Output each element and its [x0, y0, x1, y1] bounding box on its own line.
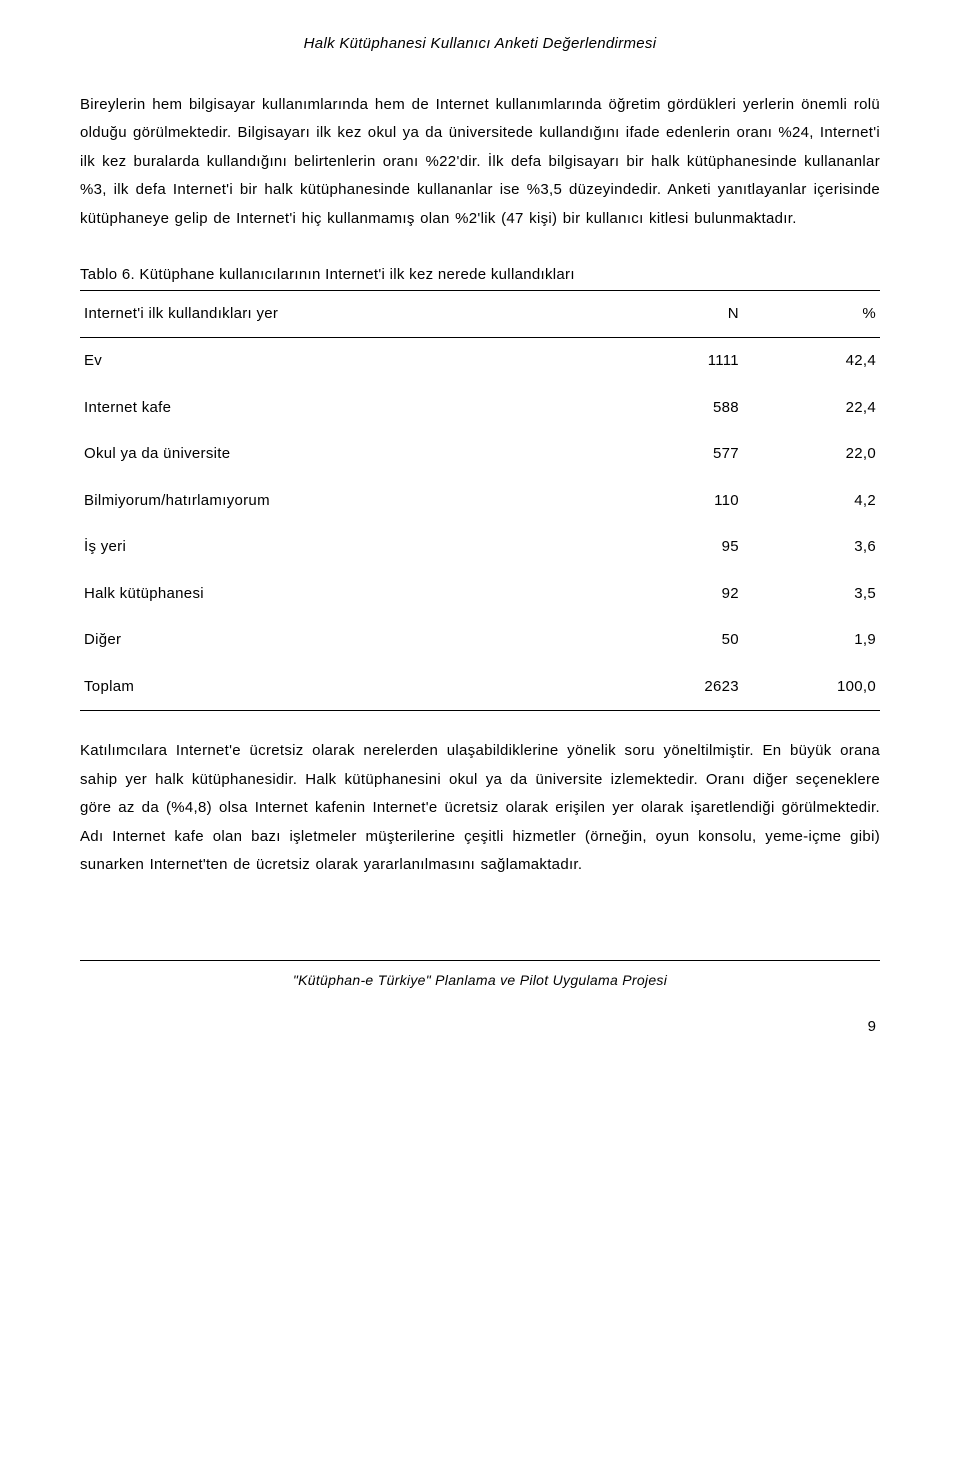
- footer-text: "Kütüphan-e Türkiye" Planlama ve Pilot U…: [80, 960, 880, 994]
- table-cell-label: Okul ya da üniversite: [80, 431, 609, 478]
- table-cell-n: 588: [609, 385, 757, 432]
- table-cell-n: 50: [609, 617, 757, 664]
- table-cell-pct: 3,6: [757, 524, 880, 571]
- table-row: Halk kütüphanesi 92 3,5: [80, 571, 880, 618]
- data-table: Internet'i ilk kullandıkları yer N % Ev …: [80, 290, 880, 712]
- table-row: Toplam 2623 100,0: [80, 664, 880, 711]
- table-cell-n: 110: [609, 478, 757, 525]
- body-paragraph-1: Bireylerin hem bilgisayar kullanımlarınd…: [80, 91, 880, 234]
- page-number: 9: [80, 1013, 880, 1042]
- table-cell-pct: 100,0: [757, 664, 880, 711]
- table-cell-label: Internet kafe: [80, 385, 609, 432]
- table-row: Diğer 50 1,9: [80, 617, 880, 664]
- table-cell-pct: 22,0: [757, 431, 880, 478]
- table-cell-n: 1111: [609, 338, 757, 385]
- table-cell-pct: 3,5: [757, 571, 880, 618]
- table-row: Ev 1111 42,4: [80, 338, 880, 385]
- table-cell-n: 95: [609, 524, 757, 571]
- table-cell-label: Toplam: [80, 664, 609, 711]
- table-row: İş yeri 95 3,6: [80, 524, 880, 571]
- table-header-col3: %: [757, 290, 880, 338]
- table-cell-label: Bilmiyorum/hatırlamıyorum: [80, 478, 609, 525]
- table-cell-label: İş yeri: [80, 524, 609, 571]
- table-cell-pct: 22,4: [757, 385, 880, 432]
- table-cell-pct: 42,4: [757, 338, 880, 385]
- table-cell-n: 2623: [609, 664, 757, 711]
- table-cell-label: Diğer: [80, 617, 609, 664]
- table-caption: Tablo 6. Kütüphane kullanıcılarının Inte…: [80, 261, 880, 290]
- table-header-row: Internet'i ilk kullandıkları yer N %: [80, 290, 880, 338]
- table-row: Okul ya da üniversite 577 22,0: [80, 431, 880, 478]
- table-header-col1: Internet'i ilk kullandıkları yer: [80, 290, 609, 338]
- table-cell-pct: 4,2: [757, 478, 880, 525]
- body-paragraph-2: Katılımcılara Internet'e ücretsiz olarak…: [80, 737, 880, 880]
- table-cell-label: Ev: [80, 338, 609, 385]
- table-row: Bilmiyorum/hatırlamıyorum 110 4,2: [80, 478, 880, 525]
- table-cell-n: 92: [609, 571, 757, 618]
- table-cell-label: Halk kütüphanesi: [80, 571, 609, 618]
- table-cell-pct: 1,9: [757, 617, 880, 664]
- page-header-title: Halk Kütüphanesi Kullanıcı Anketi Değerl…: [80, 30, 880, 59]
- table-row: Internet kafe 588 22,4: [80, 385, 880, 432]
- table-header-col2: N: [609, 290, 757, 338]
- table-cell-n: 577: [609, 431, 757, 478]
